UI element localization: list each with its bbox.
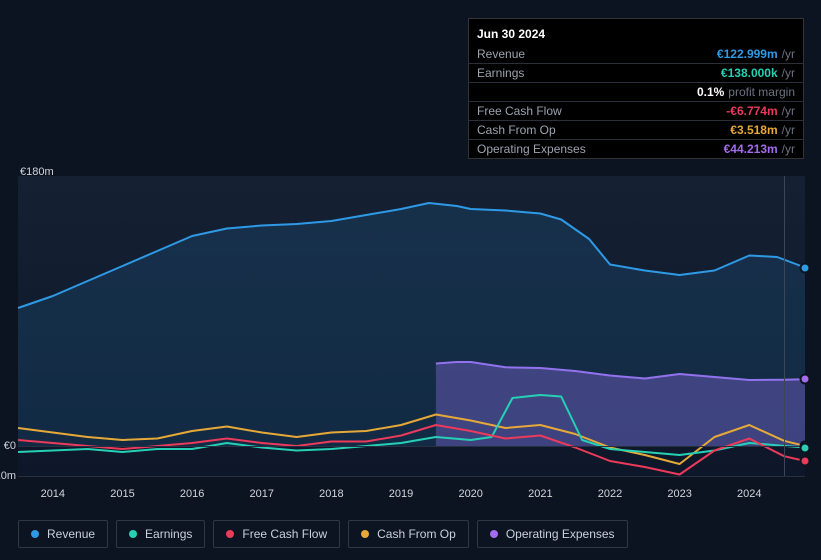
y-axis-tick: €0 [0,440,16,452]
tooltip-row: 0.1% profit margin [469,82,803,101]
legend-label: Operating Expenses [506,527,615,541]
tooltip-value: €44.213m [724,142,778,156]
series-end-dot [802,376,809,383]
tooltip-unit: profit margin [728,85,795,99]
x-axis-tick: 2015 [110,488,134,500]
tooltip-label: Revenue [477,47,717,61]
legend-label: Free Cash Flow [242,527,327,541]
legend-swatch [490,530,498,538]
chart-legend: Revenue Earnings Free Cash Flow Cash From O… [18,520,628,548]
legend-label: Earnings [145,527,192,541]
x-axis-tick: 2018 [319,488,343,500]
tooltip-value: -€6.774m [726,104,777,118]
tooltip-value: €138.000k [721,66,778,80]
x-axis-tick: 2024 [737,488,761,500]
legend-swatch [226,530,234,538]
tooltip-label: Earnings [477,66,721,80]
legend-item-operating-expenses[interactable]: Operating Expenses [477,520,628,548]
legend-item-earnings[interactable]: Earnings [116,520,205,548]
x-axis-tick: 2020 [458,488,482,500]
x-axis-tick: 2016 [180,488,204,500]
tooltip-unit: /yr [782,66,795,80]
legend-item-cash-from-op[interactable]: Cash From Op [348,520,469,548]
tooltip-row: Revenue€122.999m/yr [469,45,803,63]
tooltip-row: Earnings€138.000k/yr [469,63,803,82]
x-axis-tick: 2014 [41,488,65,500]
legend-swatch [129,530,137,538]
tooltip-label: Free Cash Flow [477,104,726,118]
tooltip-label: Cash From Op [477,123,730,137]
tooltip-unit: /yr [782,104,795,118]
x-axis-tick: 2019 [389,488,413,500]
tooltip-date: Jun 30 2024 [469,19,803,45]
series-end-dot [802,444,809,451]
tooltip-unit: /yr [782,142,795,156]
legend-item-revenue[interactable]: Revenue [18,520,108,548]
tooltip-unit: /yr [782,47,795,61]
tooltip-label: Operating Expenses [477,142,724,156]
legend-label: Revenue [47,527,95,541]
x-axis-tick: 2017 [250,488,274,500]
gridline [18,476,805,477]
legend-swatch [361,530,369,538]
x-axis-tick: 2021 [528,488,552,500]
tooltip-value: €122.999m [717,47,778,61]
legend-item-free-cash-flow[interactable]: Free Cash Flow [213,520,340,548]
series-end-dot [802,264,809,271]
tooltip-row: Operating Expenses€44.213m/yr [469,139,803,158]
financials-chart: €180m€0-€20m 201420152016201720182019202… [18,160,805,520]
gridline [18,446,805,447]
tooltip-row: Cash From Op€3.518m/yr [469,120,803,139]
tooltip-row: Free Cash Flow-€6.774m/yr [469,101,803,120]
series-end-dot [802,458,809,465]
chart-tooltip: Jun 30 2024 Revenue€122.999m/yrEarnings€… [468,18,804,159]
legend-label: Cash From Op [377,527,456,541]
hover-vline [784,176,785,476]
tooltip-value: €3.518m [730,123,777,137]
x-axis-tick: 2022 [598,488,622,500]
tooltip-value: 0.1% [697,85,724,99]
chart-plot-area[interactable] [18,176,805,476]
tooltip-unit: /yr [782,123,795,137]
y-axis-tick: -€20m [0,470,16,482]
x-axis-tick: 2023 [667,488,691,500]
series-area-revenue [18,203,805,446]
x-axis: 2014 2015 2016 2017 2018 2019 2020 2021 2022 2023… [18,488,805,508]
legend-swatch [31,530,39,538]
